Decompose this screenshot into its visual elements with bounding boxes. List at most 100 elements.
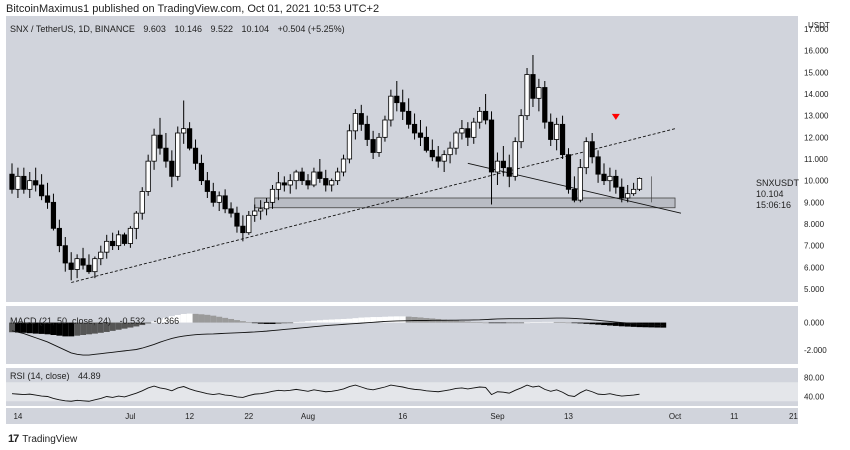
macd-histogram-bar (411, 317, 418, 323)
macd-histogram-bar (334, 319, 341, 323)
candle-body (465, 128, 471, 138)
macd-histogram-bar (263, 322, 270, 324)
macd-histogram-bar (340, 318, 347, 323)
macd-histogram-bar (405, 316, 412, 323)
rsi-band (6, 382, 798, 402)
price-tick-label: 13.000 (804, 112, 829, 121)
macd-histogram-bar (234, 320, 240, 323)
candle-body (145, 160, 151, 192)
time-tick-label: Aug (301, 412, 315, 421)
candle-body (74, 258, 80, 270)
macd-histogram-bar (97, 322, 104, 333)
macd-histogram-bar (660, 322, 667, 328)
candle-body (228, 208, 234, 214)
macd-histogram-bar (50, 322, 57, 335)
candle-body (21, 175, 27, 190)
time-tick-label: Oct (669, 412, 682, 421)
rsi-tick-label: 80.00 (804, 374, 825, 383)
candle-body (524, 74, 530, 117)
candles-layer (9, 55, 643, 281)
macd-histogram-bar (476, 322, 483, 323)
price-tag-price: 10.104 (756, 189, 784, 199)
candle-body (625, 193, 631, 199)
macd-histogram-bar (245, 322, 252, 323)
chart-area[interactable]: USDT 17.000 16.000 15.000 14.000 13.000 12.000… (0, 16, 850, 428)
candle-body (477, 110, 483, 123)
macd-histogram-bar (311, 320, 317, 323)
candle-body (636, 178, 643, 190)
macd-histogram-bar (577, 322, 584, 324)
macd-histogram-bar (595, 322, 602, 325)
macd-histogram-bar (133, 322, 140, 327)
candle-body (139, 191, 145, 214)
macd-histogram-bar (624, 322, 631, 327)
macd-histogram-bar (370, 317, 377, 323)
price-tick-label: 14.000 (804, 90, 829, 99)
macd-tick-label: -2.000 (804, 346, 827, 355)
time-tick-label: Sep (490, 412, 505, 421)
time-tick-label: 13 (564, 412, 573, 421)
candle-body (210, 191, 216, 203)
candle-body (376, 136, 382, 153)
price-tag-countdown: 15:06:16 (756, 200, 792, 210)
candle-body (80, 258, 86, 266)
macd-histogram-bar (583, 322, 590, 324)
macd-histogram-bar (322, 319, 329, 323)
macd-layer: 0.000 -2.000 (9, 313, 827, 356)
macd-histogram-bar (299, 321, 306, 323)
candle-body (482, 110, 489, 121)
candle-body (512, 141, 518, 177)
macd-histogram-bar (553, 322, 560, 323)
macd-histogram-bar (293, 322, 300, 323)
candle-body (352, 113, 358, 132)
time-tick-label: Jul (125, 412, 135, 421)
time-tick-label: 14 (13, 412, 22, 421)
macd-histogram-bar (26, 322, 33, 334)
candle-body (311, 171, 317, 186)
candle-body (542, 87, 548, 123)
candle-body (388, 95, 394, 121)
candle-body (536, 87, 542, 99)
candle-body (619, 186, 625, 199)
support-zone (254, 197, 676, 209)
candle-body (15, 175, 21, 190)
ascending-dashed-trendline (71, 128, 676, 283)
candle-body (175, 132, 181, 177)
macd-histogram-bar (447, 320, 454, 323)
candle-body (441, 154, 447, 162)
macd-histogram-bar (139, 322, 146, 326)
macd-label: MACD (21, 50, close, 24) (10, 316, 112, 326)
time-tick-label: 22 (244, 412, 253, 421)
change-value: +0.504 (+5.25%) (277, 24, 345, 34)
price-tick-label: 12.000 (804, 133, 829, 142)
candle-body (169, 160, 175, 177)
candle-body (500, 160, 506, 169)
time-axis-bg (6, 408, 798, 424)
rsi-legend: RSI (14, close) 44.89 (10, 371, 107, 381)
publish-header: BitcoinMaximus1 published on TradingView… (6, 3, 380, 15)
rsi-tick-label: 40.00 (804, 393, 825, 402)
macd-histogram-bar (15, 322, 21, 333)
macd-histogram-bar (281, 322, 288, 324)
low-value: 9.522 (210, 24, 234, 34)
macd-histogram-bar (518, 322, 525, 324)
last-price-tag: SNXUSDT 10.104 15:06:16 (756, 178, 799, 211)
macd-histogram-bar (109, 322, 116, 331)
candle-body (293, 171, 299, 182)
candle-body (50, 201, 57, 229)
support-zone-layer (254, 197, 676, 209)
candle-body (39, 184, 45, 197)
candle-body (601, 173, 607, 182)
rsi-label: RSI (14, close) (10, 371, 70, 381)
candle-body (382, 119, 388, 138)
macd-histogram-bar (86, 322, 92, 335)
rsi-value: 44.89 (78, 371, 101, 381)
macd-histogram-bar (387, 316, 394, 323)
candle-body (204, 180, 210, 192)
macd-histogram-bar (127, 322, 134, 328)
candle-body (258, 208, 264, 212)
candle-body (400, 102, 406, 112)
macd-histogram-bar (601, 322, 607, 326)
price-tick-label: 11.000 (804, 155, 828, 164)
